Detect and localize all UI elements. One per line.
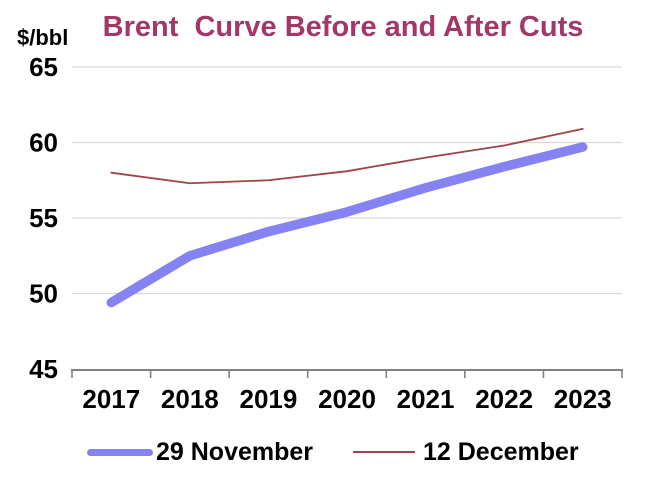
legend-label-29-november: 29 November: [156, 437, 314, 466]
chart-title: Brent Curve Before and After Cuts: [102, 11, 584, 43]
x-tick-label: 2023: [554, 384, 612, 414]
y-tick-label: 50: [29, 279, 58, 309]
series-line-12-december: [110, 128, 584, 185]
x-tick-label: 2019: [240, 384, 298, 414]
y-tick-label: 60: [29, 128, 58, 158]
y-tick-label: 55: [29, 203, 58, 233]
x-tick-label: 2018: [161, 384, 219, 414]
legend-item-29-november: 29 November: [87, 436, 313, 468]
series-line-29-november: [106, 142, 588, 308]
legend-item-12-december: 12 December: [353, 436, 579, 468]
x-tick-label: 2017: [82, 384, 140, 414]
x-tick-label: 2021: [397, 384, 455, 414]
legend-swatch-12-december: [353, 451, 415, 453]
legend-label-12-december: 12 December: [423, 437, 579, 466]
y-axis-unit-label: $/bbl: [17, 25, 69, 50]
y-tick-label: 45: [29, 354, 58, 384]
x-tick-label: 2022: [475, 384, 533, 414]
y-tick-label: 65: [29, 52, 58, 82]
legend: 29 November 12 December: [0, 436, 650, 468]
x-tick-label: 2020: [318, 384, 376, 414]
legend-swatch-29-november: [87, 448, 153, 456]
